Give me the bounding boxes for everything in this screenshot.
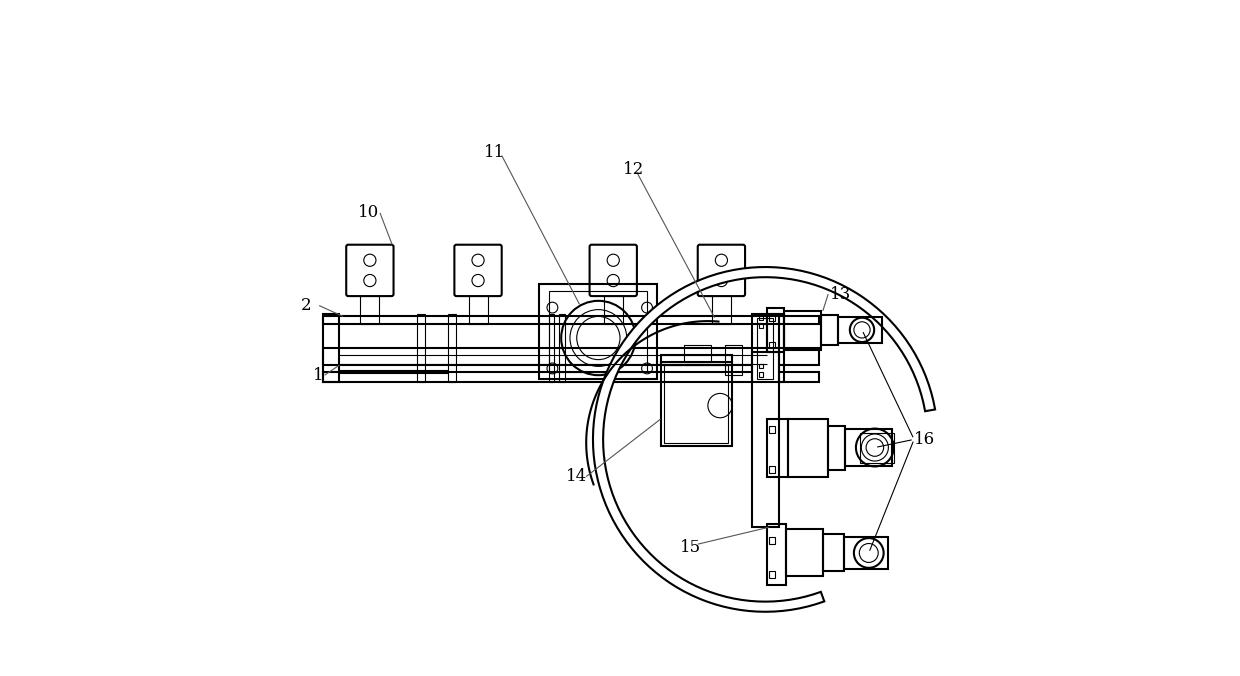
Bar	[322, 348, 820, 365]
Polygon shape	[593, 267, 935, 612]
Bar	[768, 308, 784, 352]
Bar	[448, 314, 456, 382]
Bar	[759, 323, 764, 328]
Bar	[758, 318, 774, 379]
Text: 1: 1	[314, 366, 324, 384]
FancyBboxPatch shape	[454, 245, 502, 296]
Bar	[769, 537, 775, 544]
Bar	[759, 372, 764, 377]
Text: 11: 11	[484, 143, 505, 161]
Bar	[684, 345, 712, 362]
Bar	[724, 345, 742, 375]
Bar	[759, 364, 764, 368]
Bar	[784, 311, 821, 350]
FancyBboxPatch shape	[346, 245, 393, 296]
Text: 14: 14	[565, 468, 588, 485]
Bar	[751, 314, 779, 382]
Bar	[846, 429, 893, 466]
Text: 16: 16	[914, 431, 935, 448]
Bar	[768, 524, 786, 585]
Bar	[712, 294, 730, 324]
Text: 12: 12	[624, 160, 645, 178]
FancyBboxPatch shape	[698, 245, 745, 296]
Bar	[559, 314, 564, 382]
Bar	[843, 537, 888, 569]
Bar	[823, 534, 843, 571]
Bar	[787, 419, 828, 477]
Bar	[769, 315, 775, 321]
Bar	[821, 315, 838, 345]
Bar	[768, 419, 787, 477]
Bar	[322, 316, 820, 324]
Bar	[759, 315, 764, 320]
Bar	[769, 342, 775, 348]
Text: 2: 2	[301, 297, 311, 314]
Bar	[361, 294, 379, 324]
Bar	[417, 314, 425, 382]
Bar	[861, 433, 894, 463]
Bar	[768, 314, 784, 382]
Bar	[769, 466, 775, 473]
Bar	[769, 571, 775, 578]
Bar	[751, 352, 779, 527]
Bar	[661, 355, 732, 365]
Bar	[322, 372, 820, 382]
Bar	[828, 426, 846, 470]
Bar	[838, 317, 883, 343]
Bar	[786, 529, 823, 576]
Bar	[549, 314, 554, 382]
Bar	[604, 294, 622, 324]
Text: 10: 10	[357, 204, 379, 222]
Bar	[769, 426, 775, 433]
Bar	[539, 284, 657, 379]
FancyBboxPatch shape	[589, 245, 637, 296]
Bar	[322, 314, 340, 382]
Text: 15: 15	[680, 539, 701, 556]
Bar	[663, 365, 728, 443]
Bar	[661, 362, 732, 446]
Bar	[469, 294, 487, 324]
Bar	[549, 291, 647, 372]
Text: 13: 13	[830, 285, 851, 303]
